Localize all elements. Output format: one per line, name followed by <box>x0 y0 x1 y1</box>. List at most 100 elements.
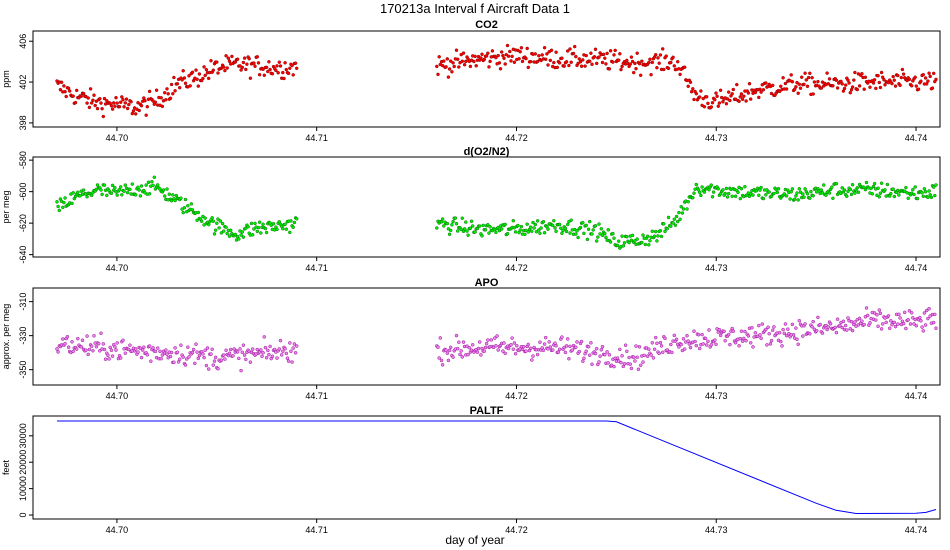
data-point <box>650 341 655 345</box>
data-point <box>468 64 473 69</box>
data-point <box>868 85 872 89</box>
data-point <box>277 60 282 64</box>
data-point <box>611 231 615 236</box>
data-point <box>645 354 650 358</box>
data-point <box>681 207 686 211</box>
data-point <box>291 73 295 77</box>
data-point <box>497 61 502 65</box>
data-point <box>516 223 520 228</box>
data-point <box>797 82 802 87</box>
panel-2: d(O2/N2) per meg 44.70 44.71 44.72 44.73 44.74… <box>1 146 941 273</box>
data-point <box>275 227 279 232</box>
data-point <box>235 57 240 61</box>
data-point <box>447 348 452 353</box>
data-point <box>491 345 496 350</box>
data-point <box>855 87 860 92</box>
data-point <box>596 235 600 239</box>
data-point <box>76 336 80 341</box>
data-point <box>247 56 251 61</box>
data-point <box>136 100 140 105</box>
data-point <box>622 362 627 366</box>
data-point <box>248 76 253 80</box>
data-point <box>63 89 67 94</box>
data-point <box>716 104 721 108</box>
data-point <box>455 57 460 62</box>
data-point <box>127 102 131 107</box>
data-point <box>535 352 540 357</box>
data-point <box>620 64 624 69</box>
data-point <box>140 348 145 352</box>
data-point <box>179 196 183 200</box>
data-point <box>230 54 234 59</box>
x-tick-label: 44.70 <box>106 391 129 401</box>
data-point <box>85 334 89 338</box>
data-point <box>682 65 687 69</box>
data-point <box>790 187 795 191</box>
data-point <box>446 358 451 363</box>
data-point <box>437 356 441 360</box>
data-point <box>560 231 564 236</box>
data-point <box>696 332 701 337</box>
data-point <box>542 230 547 235</box>
data-point <box>783 322 788 326</box>
data-point <box>80 338 85 343</box>
data-point <box>120 193 124 197</box>
data-point <box>798 86 803 90</box>
data-point <box>782 192 787 196</box>
data-point <box>570 348 575 352</box>
data-point <box>685 207 689 211</box>
data-point <box>583 64 587 68</box>
data-point <box>599 348 604 352</box>
data-point <box>270 71 275 76</box>
data-point <box>61 337 65 341</box>
data-point <box>202 65 206 69</box>
data-point <box>831 84 835 88</box>
data-point <box>835 317 840 321</box>
data-point <box>171 193 175 197</box>
data-point <box>916 87 921 91</box>
data-point <box>512 60 517 65</box>
data-point <box>923 190 928 194</box>
data-point <box>862 87 866 91</box>
data-point <box>811 319 815 324</box>
data-point <box>438 336 443 340</box>
data-point <box>549 48 554 53</box>
data-point <box>671 55 675 60</box>
data-point <box>882 77 886 82</box>
data-point <box>679 204 683 209</box>
data-point <box>497 228 502 233</box>
data-point <box>590 62 594 67</box>
data-point <box>586 227 591 232</box>
data-point <box>469 219 474 224</box>
data-point <box>805 84 810 89</box>
data-point <box>95 106 100 111</box>
data-point <box>929 195 934 200</box>
data-point <box>541 219 546 224</box>
data-point <box>810 75 814 80</box>
data-point <box>123 183 128 187</box>
data-point <box>206 76 211 81</box>
data-point <box>640 240 644 245</box>
data-point <box>686 199 690 204</box>
data-point <box>694 343 699 348</box>
data-point <box>890 81 894 86</box>
x-tick-label: 44.70 <box>106 133 129 143</box>
data-point <box>462 62 467 67</box>
data-point <box>144 113 148 117</box>
data-point <box>196 210 201 215</box>
data-point <box>294 344 299 348</box>
data-point <box>518 228 522 232</box>
data-point <box>702 190 707 194</box>
data-point <box>213 355 218 360</box>
data-point <box>582 231 586 236</box>
data-point <box>187 355 191 359</box>
data-point <box>779 339 783 344</box>
data-point <box>581 359 585 363</box>
data-point <box>182 76 187 80</box>
data-point <box>699 193 703 198</box>
data-point <box>742 336 746 341</box>
data-point <box>436 345 440 349</box>
y-tick-label: 406 <box>18 34 28 49</box>
plot-frame <box>32 287 941 386</box>
data-point <box>147 192 152 196</box>
